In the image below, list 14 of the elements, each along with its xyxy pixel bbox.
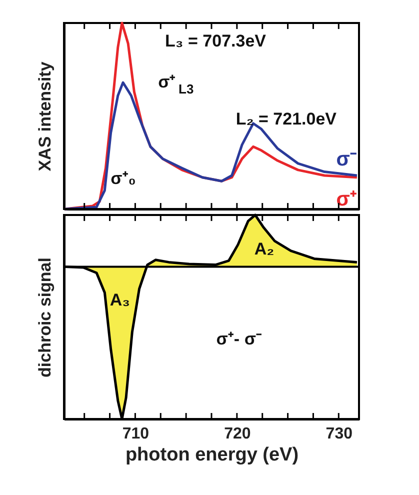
series-label: σ⁻	[336, 148, 357, 171]
x-axis-title: photon energy (eV)	[125, 444, 299, 466]
annotation: L₂ = 721.0eV	[236, 110, 338, 129]
series-label: σ⁺	[336, 188, 357, 210]
annotation: L₃ = 707.3eV	[165, 32, 267, 51]
annotation: σ⁺- σ⁻	[216, 329, 262, 348]
x-tick-label: 730	[326, 426, 353, 442]
annotation: A₃	[110, 290, 130, 310]
annotation: A₂	[254, 240, 274, 259]
x-tick-label: 710	[122, 426, 150, 442]
y-axis-title: XAS intensity	[36, 61, 54, 172]
y-axis-title: dichroic signal	[36, 258, 54, 378]
x-tick-label: 720	[224, 426, 251, 442]
annotation: σ⁺₀	[110, 169, 136, 188]
